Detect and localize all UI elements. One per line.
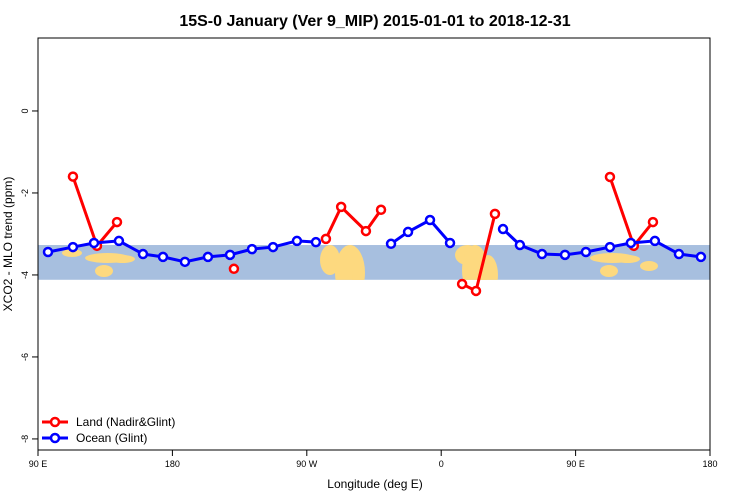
series-point bbox=[111, 216, 123, 228]
series-point bbox=[604, 171, 616, 183]
land-shape bbox=[615, 255, 640, 264]
series-point bbox=[335, 201, 347, 213]
series-point bbox=[514, 239, 526, 251]
legend-label: Land (Nadir&Glint) bbox=[76, 415, 175, 429]
series-point bbox=[673, 248, 685, 260]
series-point bbox=[604, 241, 616, 253]
chart-title: 15S-0 January (Ver 9_MIP) 2015-01-01 to … bbox=[179, 13, 570, 30]
series-point bbox=[179, 256, 191, 268]
series-point bbox=[224, 249, 236, 261]
series-point bbox=[291, 235, 303, 247]
series-point bbox=[580, 246, 592, 258]
series-point bbox=[267, 241, 279, 253]
x-tick-label: 90 W bbox=[296, 459, 318, 469]
plot-frame bbox=[37, 37, 711, 451]
series-point bbox=[402, 226, 414, 238]
legend-marker bbox=[49, 416, 61, 428]
land-shape bbox=[95, 265, 113, 278]
land-shape bbox=[600, 265, 618, 278]
y-tick-label: -2 bbox=[20, 189, 30, 197]
series-point bbox=[42, 246, 54, 258]
series-point bbox=[470, 285, 482, 297]
series-point bbox=[559, 249, 571, 261]
series-point bbox=[113, 235, 125, 247]
land-shape bbox=[110, 255, 135, 264]
series-point bbox=[497, 223, 509, 235]
series-point bbox=[647, 216, 659, 228]
series-point bbox=[385, 238, 397, 250]
series-point bbox=[246, 243, 258, 255]
series-point bbox=[375, 204, 387, 216]
series-line bbox=[501, 227, 702, 259]
x-tick-label: 180 bbox=[702, 459, 717, 469]
y-tick-label: -4 bbox=[20, 271, 30, 279]
series-point bbox=[424, 214, 436, 226]
series-line bbox=[71, 176, 119, 249]
y-axis-label: XCO2 - MLO trend (ppm) bbox=[1, 177, 15, 312]
x-tick-label: 180 bbox=[165, 459, 180, 469]
series-line bbox=[324, 204, 383, 240]
series-point bbox=[88, 237, 100, 249]
land-shape bbox=[352, 260, 364, 280]
series-line bbox=[608, 176, 655, 249]
legend-marker bbox=[49, 432, 61, 444]
x-tick-label: 90 E bbox=[566, 459, 585, 469]
series-point bbox=[67, 241, 79, 253]
series-point bbox=[360, 225, 372, 237]
series-point bbox=[67, 171, 79, 182]
series-point bbox=[137, 248, 149, 260]
series-point bbox=[649, 235, 661, 247]
series-point bbox=[310, 236, 322, 248]
y-tick-label: -8 bbox=[20, 435, 30, 443]
land-shape bbox=[640, 261, 658, 272]
x-axis-label: Longitude (deg E) bbox=[327, 477, 422, 491]
series-point bbox=[202, 251, 214, 263]
y-tick-label: 0 bbox=[20, 108, 30, 113]
series-point bbox=[444, 237, 456, 249]
series-point bbox=[625, 237, 637, 249]
series-line bbox=[390, 218, 452, 246]
series-point bbox=[157, 251, 169, 263]
x-tick-label: 90 E bbox=[29, 459, 48, 469]
land-shape bbox=[62, 249, 82, 258]
y-tick-label: -6 bbox=[20, 353, 30, 361]
series-point bbox=[489, 208, 501, 220]
series-point bbox=[456, 278, 468, 290]
land-shape bbox=[320, 245, 340, 276]
series-point bbox=[695, 251, 707, 263]
series-point bbox=[320, 233, 332, 245]
x-tick-label: 0 bbox=[439, 459, 444, 469]
series-point bbox=[536, 248, 548, 260]
legend-label: Ocean (Glint) bbox=[76, 431, 147, 445]
series-point bbox=[228, 263, 240, 275]
